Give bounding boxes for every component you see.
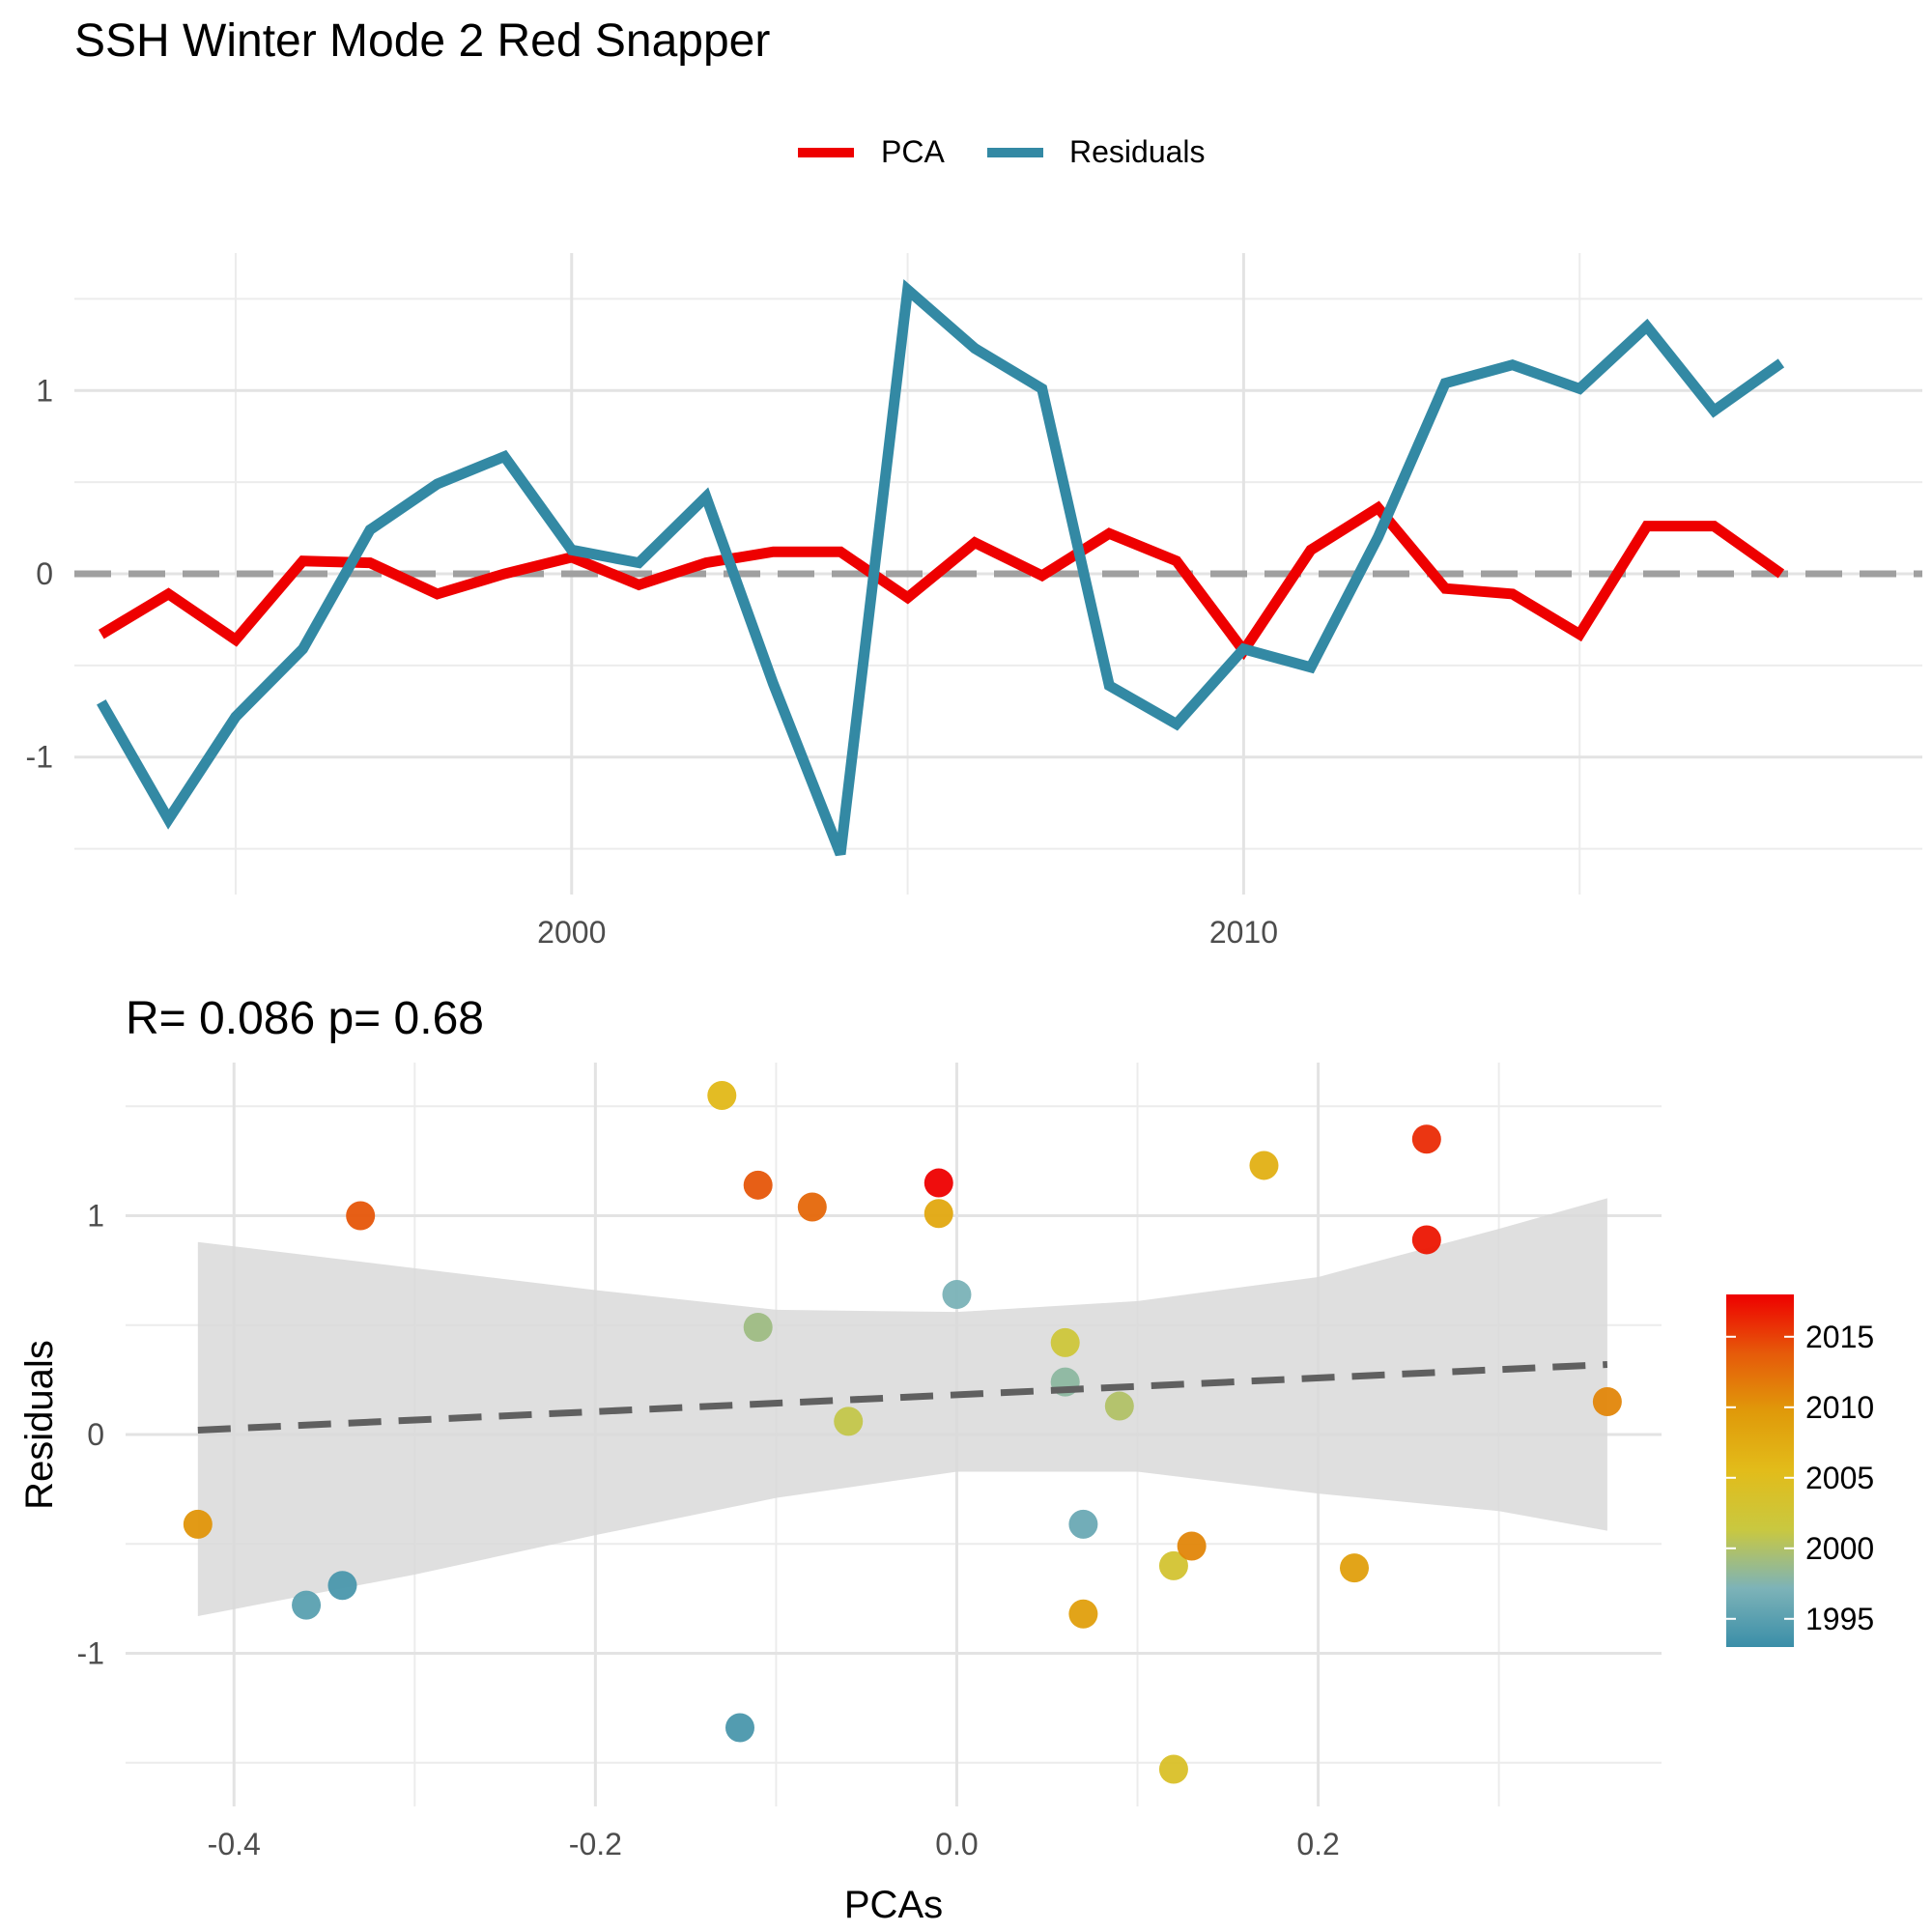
scatter-point xyxy=(834,1406,864,1436)
scatter-point xyxy=(743,1170,773,1200)
y-tick-label: 0 xyxy=(36,556,53,591)
scatter-point xyxy=(1068,1509,1098,1539)
scatter-point xyxy=(1340,1553,1369,1583)
y-axis-title: Residuals xyxy=(18,1340,61,1510)
colorbar-tick-label: 2000 xyxy=(1805,1531,1874,1566)
colorbar-tick-label: 2015 xyxy=(1805,1320,1874,1354)
scatter-point xyxy=(1068,1599,1098,1629)
colorbar-tick-label: 2010 xyxy=(1805,1390,1874,1425)
confidence-band xyxy=(197,1198,1607,1616)
y-tick-label: -1 xyxy=(77,1635,104,1670)
scatter-point xyxy=(327,1571,357,1601)
scatter-point xyxy=(743,1313,773,1343)
scatter-point xyxy=(1249,1151,1279,1180)
scatter-point xyxy=(183,1509,213,1539)
series-line-residuals xyxy=(97,278,1785,857)
x-tick-label: -0.2 xyxy=(569,1827,622,1861)
scatter-point xyxy=(1158,1754,1188,1784)
scatter-point xyxy=(942,1280,972,1310)
x-tick-label: -0.4 xyxy=(208,1827,261,1861)
x-tick-label: 0.2 xyxy=(1296,1827,1339,1861)
stats-annotation: R= 0.086 p= 0.68 xyxy=(126,993,484,1044)
y-tick-label: 1 xyxy=(36,373,53,408)
scatter-point xyxy=(725,1713,754,1743)
colorbar-gradient xyxy=(1726,1294,1794,1647)
scatter-point xyxy=(797,1192,827,1222)
legend-label-pca: PCA xyxy=(881,134,945,169)
scatter-point xyxy=(923,1168,953,1198)
scatter-point xyxy=(346,1201,376,1231)
scatter-point xyxy=(1411,1225,1441,1255)
y-tick-label: -1 xyxy=(26,740,53,775)
scatter-point xyxy=(292,1590,322,1620)
scatter-point xyxy=(1050,1327,1080,1357)
legend-label-residuals: Residuals xyxy=(1069,134,1206,169)
scatter-point xyxy=(1158,1550,1188,1580)
x-tick-label: 2000 xyxy=(537,915,606,950)
x-axis-title: PCAs xyxy=(844,1884,943,1926)
scatter-point xyxy=(1177,1531,1207,1561)
scatter-point xyxy=(707,1080,737,1110)
colorbar-tick-label: 2005 xyxy=(1805,1461,1874,1495)
legend: PCA Residuals xyxy=(798,134,1206,169)
colorbar-legend: 2015 2010 2005 2000 1995 xyxy=(1726,1294,1874,1647)
scatter-point xyxy=(1411,1124,1441,1154)
scatter-point xyxy=(923,1199,953,1229)
scatter-panel: -1 0 1 -0.4 -0.2 0.0 0.2 xyxy=(77,1063,1662,1861)
colorbar-tick-label: 1995 xyxy=(1805,1602,1874,1636)
x-tick-label: 2010 xyxy=(1209,915,1278,950)
chart-title: SSH Winter Mode 2 Red Snapper xyxy=(74,15,770,67)
regression-fit-line xyxy=(197,1361,1608,1434)
series-line-pca xyxy=(98,500,1785,661)
scatter-point xyxy=(1104,1391,1134,1421)
scatter-point xyxy=(1592,1387,1622,1417)
x-tick-label: 0.0 xyxy=(935,1827,978,1861)
time-series-panel: -1 0 1 2000 2010 xyxy=(26,253,1922,950)
y-tick-label: 1 xyxy=(87,1199,104,1234)
y-tick-label: 0 xyxy=(87,1417,104,1452)
